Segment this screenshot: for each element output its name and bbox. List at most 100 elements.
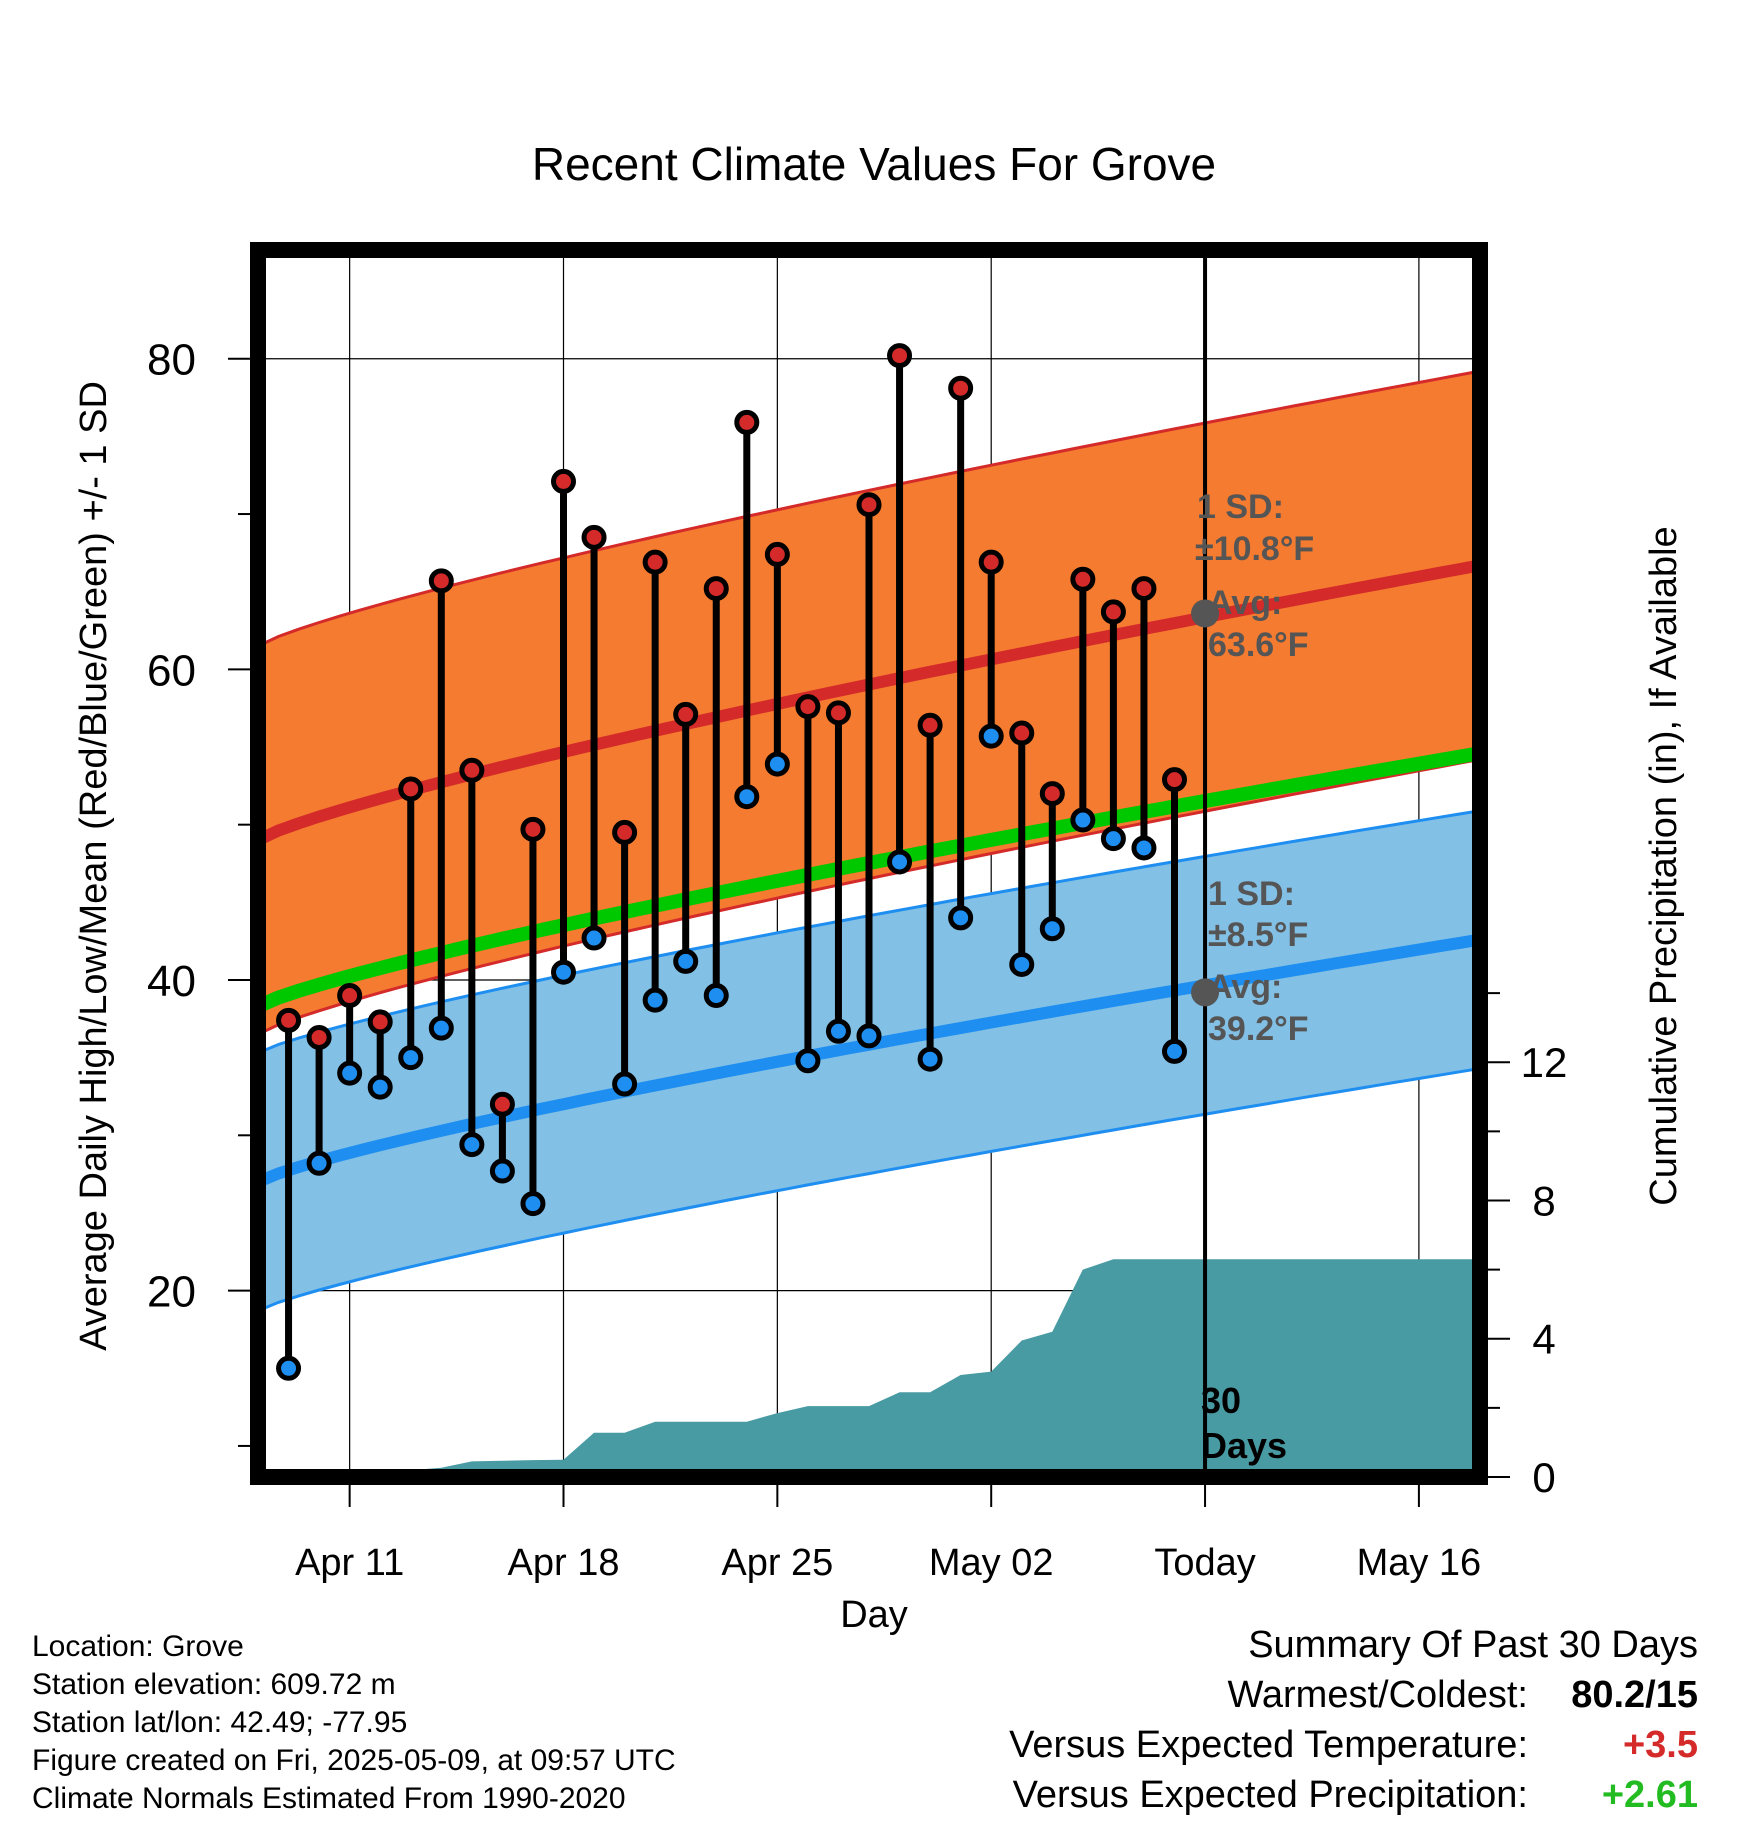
daily-low-point xyxy=(306,1150,332,1176)
daily-low-point xyxy=(825,1018,851,1044)
low-sd-label: 1 SD: xyxy=(1208,875,1295,913)
x-tick-label: Apr 18 xyxy=(508,1542,620,1584)
daily-high-point xyxy=(306,1024,332,1050)
daily-high-point xyxy=(1162,767,1187,793)
daily-low-point xyxy=(1039,916,1065,942)
daily-low-point xyxy=(581,925,607,951)
daily-low-point xyxy=(917,1046,943,1072)
plot-frame xyxy=(250,242,1488,1485)
daily-high-point xyxy=(459,757,485,783)
daily-low-point xyxy=(1070,807,1096,833)
daily-low-point xyxy=(398,1045,424,1071)
daily-high-point xyxy=(948,375,974,401)
high-avg-label: Avg: xyxy=(1208,584,1282,622)
y-tick-label: 60 xyxy=(147,646,196,695)
high-sd-value: ±10.8°F xyxy=(1195,530,1314,568)
temp-label: Versus Expected Temperature: xyxy=(1009,1724,1528,1766)
temp-value: +3.5 xyxy=(1622,1724,1698,1766)
daily-low-point xyxy=(612,1071,638,1097)
daily-low-point xyxy=(520,1191,546,1217)
daily-low-point xyxy=(764,751,790,777)
daily-low-point xyxy=(795,1048,821,1074)
x-tick-label: May 16 xyxy=(1357,1542,1482,1584)
daily-high-point xyxy=(825,700,851,726)
low-sd-value: ±8.5°F xyxy=(1208,916,1308,954)
y-tick-label: 80 xyxy=(147,336,196,385)
summary-panel: Summary Of Past 30 Days Warmest/Coldest:… xyxy=(1009,1620,1698,1820)
x-tick-label: Today xyxy=(1154,1542,1255,1584)
y2-tick-label: 12 xyxy=(1521,1039,1568,1086)
days-count-label: 30 xyxy=(1201,1380,1241,1421)
high-avg-value: 63.6°F xyxy=(1208,626,1309,664)
daily-high-point xyxy=(1100,599,1126,625)
high-sd-label: 1 SD: xyxy=(1197,488,1284,526)
daily-high-point xyxy=(673,701,699,727)
daily-low-point xyxy=(428,1015,454,1041)
daily-low-point xyxy=(1100,826,1126,852)
warm-cold-label: Warmest/Coldest: xyxy=(1227,1674,1528,1716)
daily-low-point xyxy=(978,723,1004,749)
daily-high-point xyxy=(337,983,363,1009)
daily-high-point xyxy=(978,549,1004,575)
daily-high-point xyxy=(764,541,790,567)
daily-low-point xyxy=(948,905,974,931)
daily-low-point xyxy=(276,1355,302,1381)
daily-low-point xyxy=(642,987,668,1013)
daily-low-point xyxy=(1009,951,1035,977)
y-tick-label: 40 xyxy=(147,957,196,1006)
y-axis-label: Average Daily High/Low/Mean (Red/Blue/Gr… xyxy=(73,381,115,1351)
daily-low-point xyxy=(1131,835,1157,861)
daily-low-point xyxy=(337,1060,363,1086)
daily-high-point xyxy=(276,1007,302,1033)
daily-high-point xyxy=(795,694,821,720)
daily-high-point xyxy=(428,568,454,594)
daily-high-point xyxy=(856,492,882,518)
daily-high-point xyxy=(734,409,760,435)
y2-tick-label: 8 xyxy=(1532,1177,1555,1224)
precip-row: Versus Expected Precipitation: +2.61 xyxy=(1009,1770,1698,1820)
elevation-text: Station elevation: 609.72 m xyxy=(32,1668,396,1701)
created-text: Figure created on Fri, 2025-05-09, at 09… xyxy=(32,1744,676,1777)
daily-low-point xyxy=(673,948,699,974)
location-text: Location: Grove xyxy=(32,1630,244,1663)
daily-low-point xyxy=(734,784,760,810)
x-tick-label: May 02 xyxy=(929,1542,1054,1584)
chart-title: Recent Climate Values For Grove xyxy=(532,138,1216,190)
daily-high-point xyxy=(1009,720,1035,746)
daily-high-point xyxy=(1070,566,1096,592)
summary-title: Summary Of Past 30 Days xyxy=(1248,1624,1698,1666)
daily-high-point xyxy=(887,343,913,369)
station-info: Location: Grove Station elevation: 609.7… xyxy=(32,1628,676,1818)
temp-row: Versus Expected Temperature: +3.5 xyxy=(1009,1720,1698,1770)
daily-low-point xyxy=(459,1132,485,1158)
daily-low-point xyxy=(887,849,913,875)
daily-high-point xyxy=(642,549,668,575)
daily-low-point xyxy=(489,1158,515,1184)
precip-area xyxy=(288,1259,1480,1477)
daily-high-point xyxy=(1039,781,1065,807)
daily-low-point xyxy=(367,1074,393,1100)
y-tick-label: 20 xyxy=(147,1268,196,1317)
x-axis-label: Day xyxy=(840,1594,908,1636)
daily-high-point xyxy=(551,468,576,494)
daily-high-point xyxy=(917,712,943,738)
precip-label: Versus Expected Precipitation: xyxy=(1012,1774,1528,1816)
low-avg-label: Avg: xyxy=(1208,968,1282,1006)
daily-high-point xyxy=(1131,576,1157,602)
low-avg-marker xyxy=(1191,978,1220,1007)
y2-tick-label: 0 xyxy=(1532,1454,1555,1501)
y2-axis-label: Cumulative Precipitation (in), If Availa… xyxy=(1643,526,1685,1205)
daily-high-point xyxy=(489,1091,515,1117)
low-avg-value: 39.2°F xyxy=(1208,1010,1309,1048)
daily-high-point xyxy=(612,819,638,845)
daily-high-point xyxy=(581,524,607,550)
daily-high-point xyxy=(367,1009,393,1035)
x-tick-label: Apr 25 xyxy=(721,1542,833,1584)
daily-low-point xyxy=(1162,1038,1187,1064)
high-avg-marker xyxy=(1191,599,1220,628)
daily-high-point xyxy=(703,576,729,602)
daily-low-point xyxy=(551,959,576,985)
normals-text: Climate Normals Estimated From 1990-2020 xyxy=(32,1782,626,1815)
warm-cold-row: Warmest/Coldest: 80.2/15 xyxy=(1009,1670,1698,1720)
